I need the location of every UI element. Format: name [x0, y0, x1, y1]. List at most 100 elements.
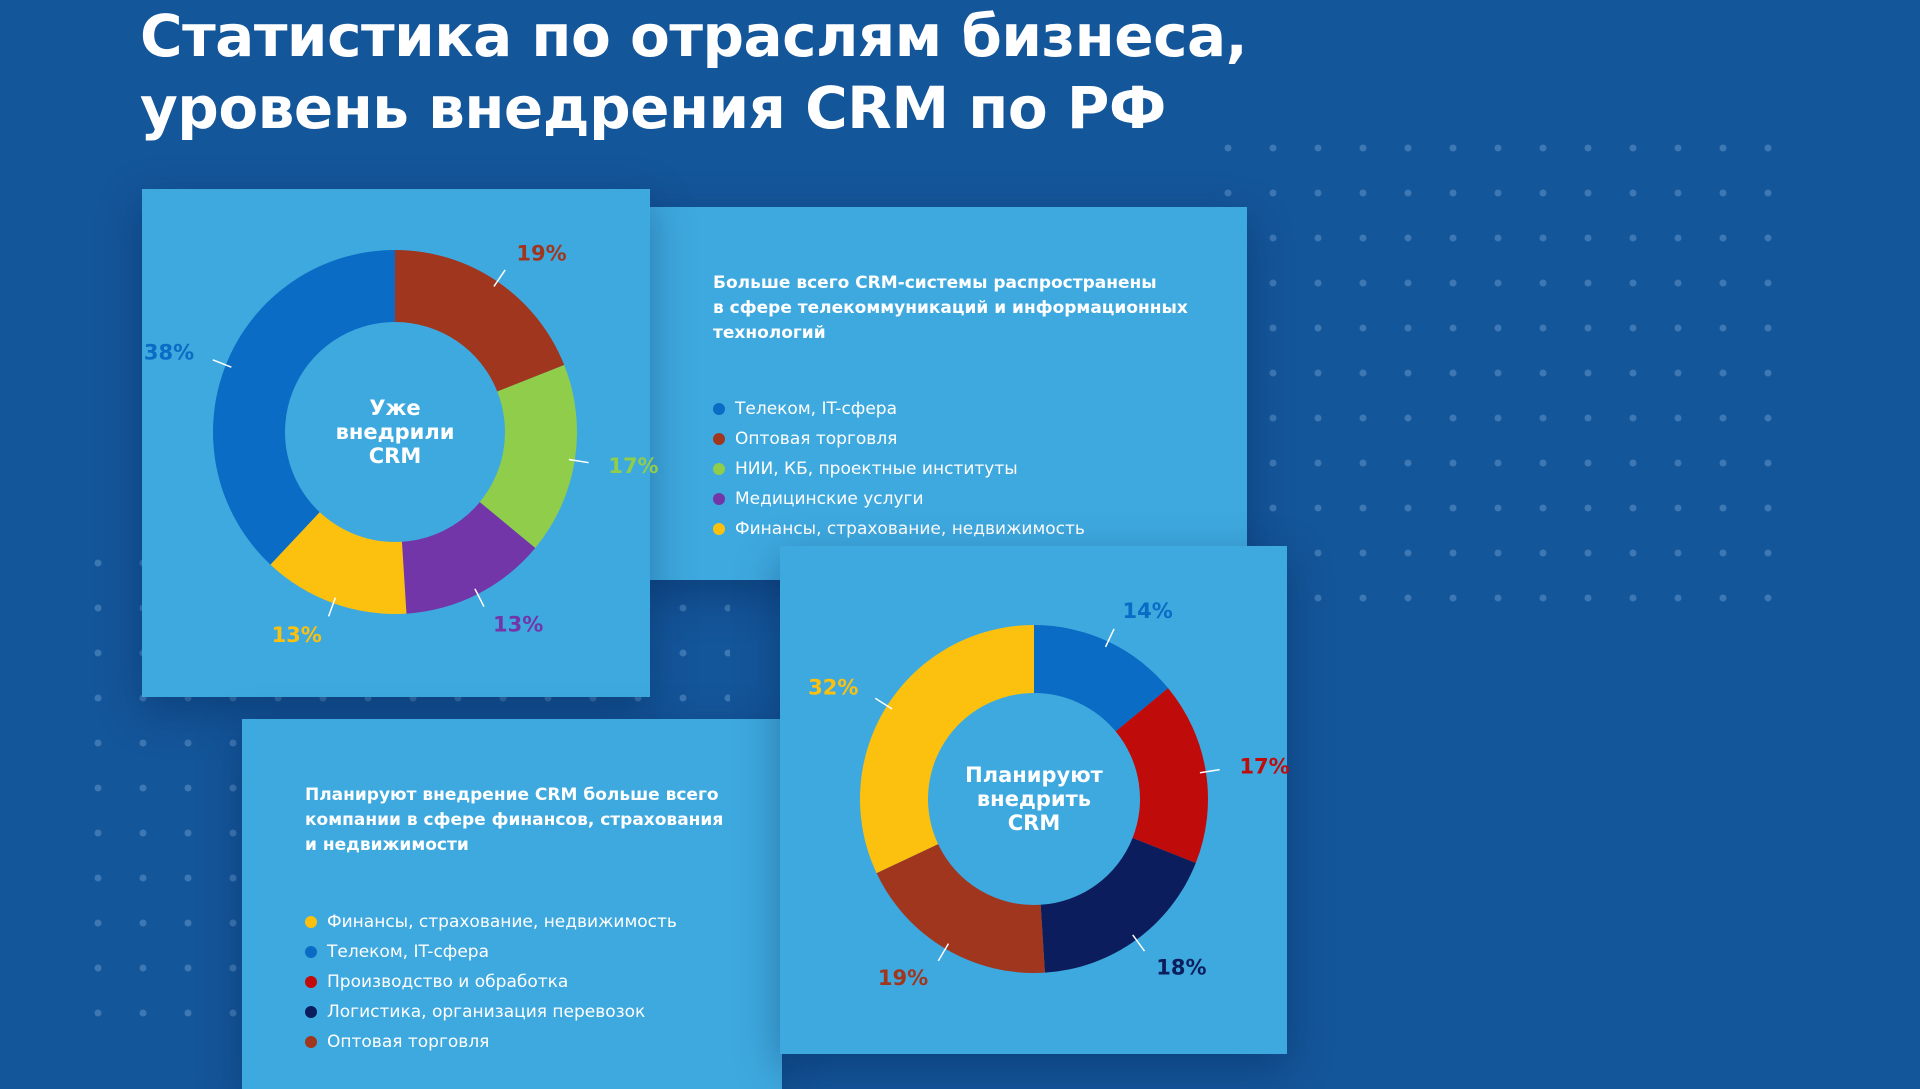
decorative-dot — [94, 559, 102, 567]
decorative-dot — [724, 694, 730, 702]
decorative-dot — [1359, 279, 1367, 287]
decorative-dot — [679, 694, 687, 702]
legend-label: Телеком, IT-сфера — [735, 399, 897, 419]
decorative-dot — [1719, 324, 1727, 332]
decorative-dot — [1719, 594, 1727, 602]
decorative-dot — [1404, 459, 1412, 467]
slice-percent-label: 18% — [1156, 955, 1206, 979]
donut-center-label: Планируют — [965, 763, 1103, 787]
donut-slice-оптовая-торговля — [395, 250, 565, 392]
donut-slice-телеком-it-сфера — [1034, 625, 1169, 732]
legend-label: Финансы, страхование, недвижимость — [327, 912, 677, 932]
decorative-dot — [1314, 189, 1322, 197]
decorative-dot — [94, 874, 102, 882]
donut-center-label: внедрили — [336, 420, 455, 444]
decorative-dot — [139, 919, 147, 927]
donut-slice-оптовая-торговля — [876, 844, 1045, 973]
decorative-dot — [1269, 234, 1277, 242]
decorative-dot — [1539, 459, 1547, 467]
slice-percent-label: 13% — [493, 612, 543, 636]
legend-swatch — [305, 1006, 317, 1018]
decorative-dot — [1449, 144, 1457, 152]
decorative-dot — [184, 919, 192, 927]
decorative-dot — [1314, 144, 1322, 152]
legend-swatch — [713, 403, 725, 415]
slice-percent-label: 17% — [1239, 754, 1289, 778]
decorative-dot — [1314, 414, 1322, 422]
decorative-dot — [1449, 324, 1457, 332]
decorative-dot — [1584, 144, 1592, 152]
donut-slice-финансы-страхование-недвижимость — [270, 512, 407, 614]
decorative-dot — [1629, 189, 1637, 197]
top-heading-line: технологий — [713, 323, 826, 343]
decorative-dot — [184, 1009, 192, 1017]
legend-swatch — [713, 433, 725, 445]
slice-percent-label: 17% — [608, 454, 658, 478]
title-line-2: уровень внедрения CRM по РФ — [140, 74, 1166, 142]
donut-center-label: Уже — [369, 396, 420, 420]
decorative-dot — [1584, 234, 1592, 242]
decorative-dot — [1449, 459, 1457, 467]
decorative-dot — [1629, 504, 1637, 512]
decorative-dot — [139, 829, 147, 837]
decorative-dot — [679, 604, 687, 612]
bottom-heading-line: Планируют внедрение CRM больше всего — [305, 785, 719, 805]
decorative-dot — [1269, 369, 1277, 377]
decorative-dot — [1359, 459, 1367, 467]
decorative-dot — [1674, 504, 1682, 512]
slice-leader-line — [568, 458, 589, 464]
decorative-dot — [1719, 369, 1727, 377]
decorative-dot — [1674, 459, 1682, 467]
decorative-dot — [1359, 594, 1367, 602]
decorative-dot — [1764, 279, 1772, 287]
decorative-dot — [1584, 594, 1592, 602]
decorative-dot — [1269, 504, 1277, 512]
decorative-dot — [1764, 459, 1772, 467]
decorative-dot — [1404, 549, 1412, 557]
decorative-dot — [1494, 369, 1502, 377]
decorative-dot — [1764, 594, 1772, 602]
donut-slice-медицинские-услуги — [401, 502, 536, 614]
decorative-dot — [1539, 279, 1547, 287]
decorative-dot — [1539, 369, 1547, 377]
legend-label: Медицинские услуги — [735, 489, 924, 509]
slice-leader-line — [474, 588, 485, 607]
decorative-dot — [1719, 234, 1727, 242]
title-line-1: Статистика по отраслям бизнеса, — [140, 2, 1248, 70]
bottom-card-heading: Планируют внедрение CRM больше всего ком… — [305, 783, 775, 858]
decorative-dot — [1269, 459, 1277, 467]
decorative-dot — [1629, 234, 1637, 242]
legend-label: Финансы, страхование, недвижимость — [735, 519, 1085, 539]
decorative-dot — [1449, 549, 1457, 557]
legend-item: Производство и обработка — [305, 967, 775, 997]
decorative-dot — [1764, 504, 1772, 512]
decorative-dot — [139, 964, 147, 972]
decorative-dot — [1719, 459, 1727, 467]
decorative-dot — [1269, 144, 1277, 152]
decorative-dot — [724, 649, 730, 657]
decorative-dot — [1629, 414, 1637, 422]
bottom-chart-card: 14% 17% 18% 19% 32% Планируют внедрить CRM — [780, 546, 1290, 1054]
top-info-card: Больше всего CRM-системы распространены … — [630, 207, 1247, 580]
bottom-info-card: Планируют внедрение CRM больше всего ком… — [242, 719, 782, 1089]
legend-item: Логистика, организация перевозок — [305, 997, 775, 1027]
decorative-dot — [1449, 594, 1457, 602]
legend-item: Оптовая торговля — [713, 424, 1233, 454]
decorative-dot — [1719, 414, 1727, 422]
decorative-dot — [1314, 459, 1322, 467]
decorative-dot — [1404, 594, 1412, 602]
decorative-dot — [1584, 369, 1592, 377]
decorative-dot — [139, 1009, 147, 1017]
decorative-dot — [1314, 234, 1322, 242]
decorative-dot — [229, 1009, 237, 1017]
decorative-dot — [1539, 594, 1547, 602]
decorative-dot — [1539, 549, 1547, 557]
decorative-dot — [1494, 189, 1502, 197]
decorative-dot — [1674, 369, 1682, 377]
decorative-dot — [1494, 279, 1502, 287]
decorative-dot — [1449, 414, 1457, 422]
decorative-dot — [1449, 504, 1457, 512]
decorative-dot — [1764, 414, 1772, 422]
decorative-dot — [1674, 414, 1682, 422]
